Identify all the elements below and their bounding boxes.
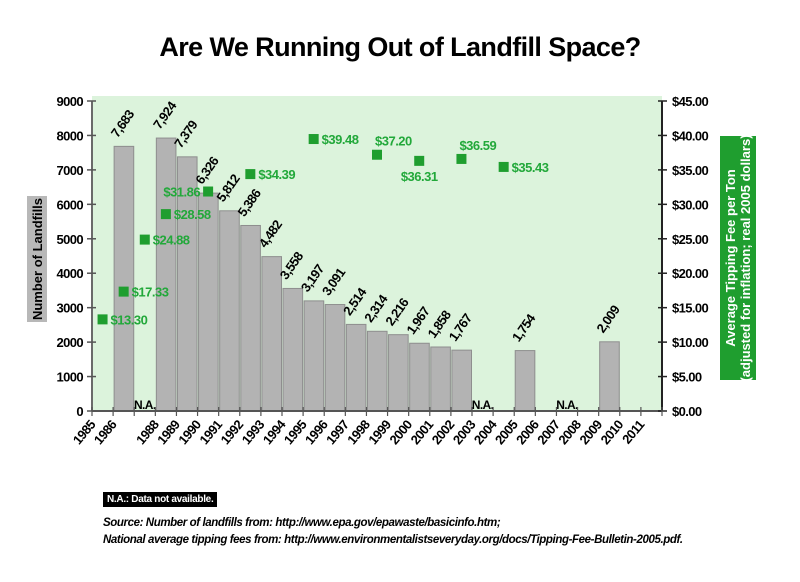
bar-1997 — [345, 323, 367, 412]
bar-1996 — [324, 304, 346, 412]
x-tick-label: 1986 — [91, 417, 120, 447]
bar-2005 — [514, 350, 536, 412]
source-line-2: National average tipping fees from: http… — [103, 534, 683, 546]
right-tick-label: $25.00 — [672, 232, 709, 247]
fee-value-label: $24.88 — [153, 233, 190, 248]
left-axis-ticks: 0 1000 2000 3000 4000 5000 6000 7000 8000 9000 — [56, 94, 96, 419]
bars-group — [113, 137, 620, 412]
chart-title: Are We Running Out of Landfill Space? — [159, 32, 640, 62]
right-tick-label: $30.00 — [672, 197, 709, 212]
na-label: N.A. — [472, 398, 494, 412]
left-tick-label: 6000 — [56, 197, 83, 212]
bar-1992 — [240, 224, 261, 412]
right-axis-title: Average Tipping Fee per Ton (adjusted fo… — [720, 134, 756, 382]
right-tick-label: $10.00 — [672, 335, 709, 350]
right-tick-label: $5.00 — [672, 370, 702, 385]
na-label: N.A. — [134, 398, 156, 412]
na-labels-group: N.A. N.A. N.A. — [134, 398, 579, 412]
right-tick-label: $35.00 — [672, 163, 709, 178]
bar-2009 — [599, 341, 620, 412]
left-tick-label: 0 — [76, 404, 83, 419]
right-tick-label: $15.00 — [672, 301, 709, 316]
fee-marker-1986 — [118, 286, 129, 297]
fee-value-label: $28.58 — [174, 207, 211, 222]
na-footnote: N.A.: Data not available. — [103, 492, 218, 507]
fee-value-label: $35.43 — [512, 160, 549, 175]
left-axis-title: Number of Landfills — [27, 196, 47, 322]
fee-value-label: $31.86 — [163, 185, 200, 200]
fee-markers-group: $13.30 $17.33 $24.88 $28.58 $31.86 $34.39 $39.… — [97, 132, 549, 327]
left-tick-label: 4000 — [56, 266, 83, 281]
bar-1990 — [198, 192, 219, 412]
right-axis-label-line1: Average Tipping Fee per Ton — [723, 169, 738, 347]
fee-value-label: $36.59 — [459, 138, 496, 153]
bar-1999 — [388, 334, 409, 412]
left-tick-label: 9000 — [56, 94, 83, 109]
left-tick-label: 8000 — [56, 128, 83, 143]
right-tick-label: $0.00 — [672, 404, 702, 419]
left-axis-title-box — [27, 196, 47, 322]
axes-group — [91, 101, 663, 412]
fee-marker-1998 — [372, 149, 382, 160]
bar-2000 — [409, 342, 430, 412]
right-axis-title-box — [720, 136, 756, 380]
fee-marker-2004 — [498, 161, 509, 172]
x-tick-label: 2011 — [619, 417, 647, 447]
fee-marker-1995 — [308, 134, 319, 145]
right-axis-ticks: $0.00 $5.00 $10.00 $15.00 $20.00 $25.00 $30.00… — [658, 94, 709, 419]
right-tick-label: $45.00 — [672, 94, 709, 109]
left-axis-label: Number of Landfills — [30, 198, 45, 320]
fee-value-label: $36.31 — [401, 169, 438, 184]
bar-1986 — [113, 145, 135, 412]
fee-marker-1985 — [97, 314, 108, 325]
fee-value-label: $34.39 — [258, 167, 295, 182]
left-tick-label: 7000 — [56, 163, 83, 178]
bar-2002 — [451, 349, 472, 412]
bar-1991 — [219, 210, 240, 412]
left-tick-label: 1000 — [56, 370, 83, 385]
na-label: N.A. — [556, 398, 578, 412]
right-tick-label: $40.00 — [672, 128, 709, 143]
fee-value-label: $17.33 — [132, 285, 169, 300]
fee-value-label: $39.48 — [322, 132, 359, 147]
source-line-1: Source: Number of landfills from: http:/… — [103, 517, 501, 529]
left-tick-label: 3000 — [56, 301, 83, 316]
fee-marker-2000 — [414, 155, 425, 166]
right-axis-label-line2: (adjusted for inflation; real 2005 dolla… — [738, 134, 753, 381]
fee-marker-1987 — [139, 234, 150, 245]
fee-value-label: $13.30 — [111, 312, 148, 327]
bar-2001 — [430, 346, 451, 412]
left-tick-label: 2000 — [56, 335, 83, 350]
fee-value-label: $37.20 — [375, 134, 412, 149]
fee-marker-2002 — [456, 153, 467, 164]
bar-1988 — [155, 137, 177, 412]
fee-marker-1992 — [245, 169, 256, 180]
bar-1993 — [261, 256, 282, 412]
fee-marker-1990 — [203, 186, 214, 197]
bar-1994 — [282, 287, 304, 412]
fee-marker-1988 — [160, 209, 171, 220]
left-tick-label: 5000 — [56, 232, 83, 247]
bar-1995 — [303, 300, 325, 412]
right-tick-label: $20.00 — [672, 266, 709, 281]
bar-1998 — [366, 330, 388, 412]
